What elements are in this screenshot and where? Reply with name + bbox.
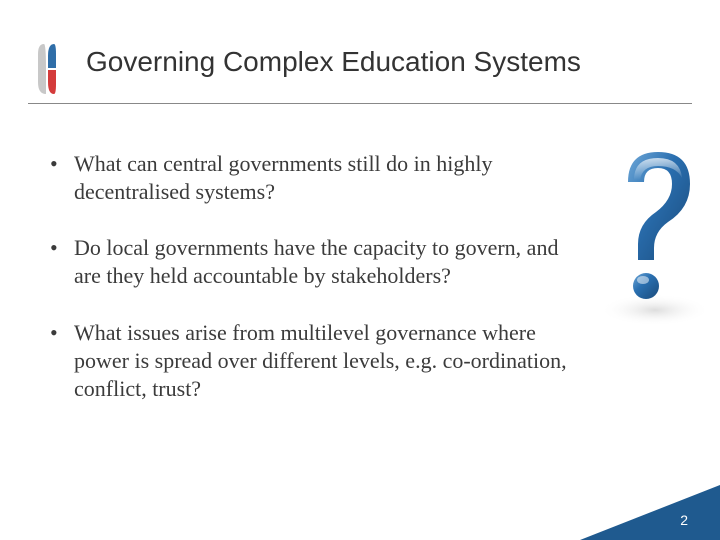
bullet-list: • What can central governments still do … — [50, 150, 590, 431]
list-item: • What can central governments still do … — [50, 150, 590, 206]
question-mark-icon — [590, 140, 720, 330]
bullet-text: What can central governments still do in… — [74, 150, 590, 206]
corner-accent — [580, 485, 720, 540]
page-number: 2 — [680, 512, 688, 528]
bullet-marker: • — [50, 150, 74, 206]
oecd-logo-icon — [28, 42, 74, 96]
list-item: • Do local governments have the capacity… — [50, 234, 590, 290]
slide-title: Governing Complex Education Systems — [86, 46, 581, 78]
bullet-text: Do local governments have the capacity t… — [74, 234, 590, 290]
bullet-marker: • — [50, 234, 74, 290]
slide-header: Governing Complex Education Systems — [28, 42, 692, 96]
list-item: • What issues arise from multilevel gove… — [50, 319, 590, 403]
header-divider — [28, 103, 692, 104]
bullet-marker: • — [50, 319, 74, 403]
bullet-text: What issues arise from multilevel govern… — [74, 319, 590, 403]
